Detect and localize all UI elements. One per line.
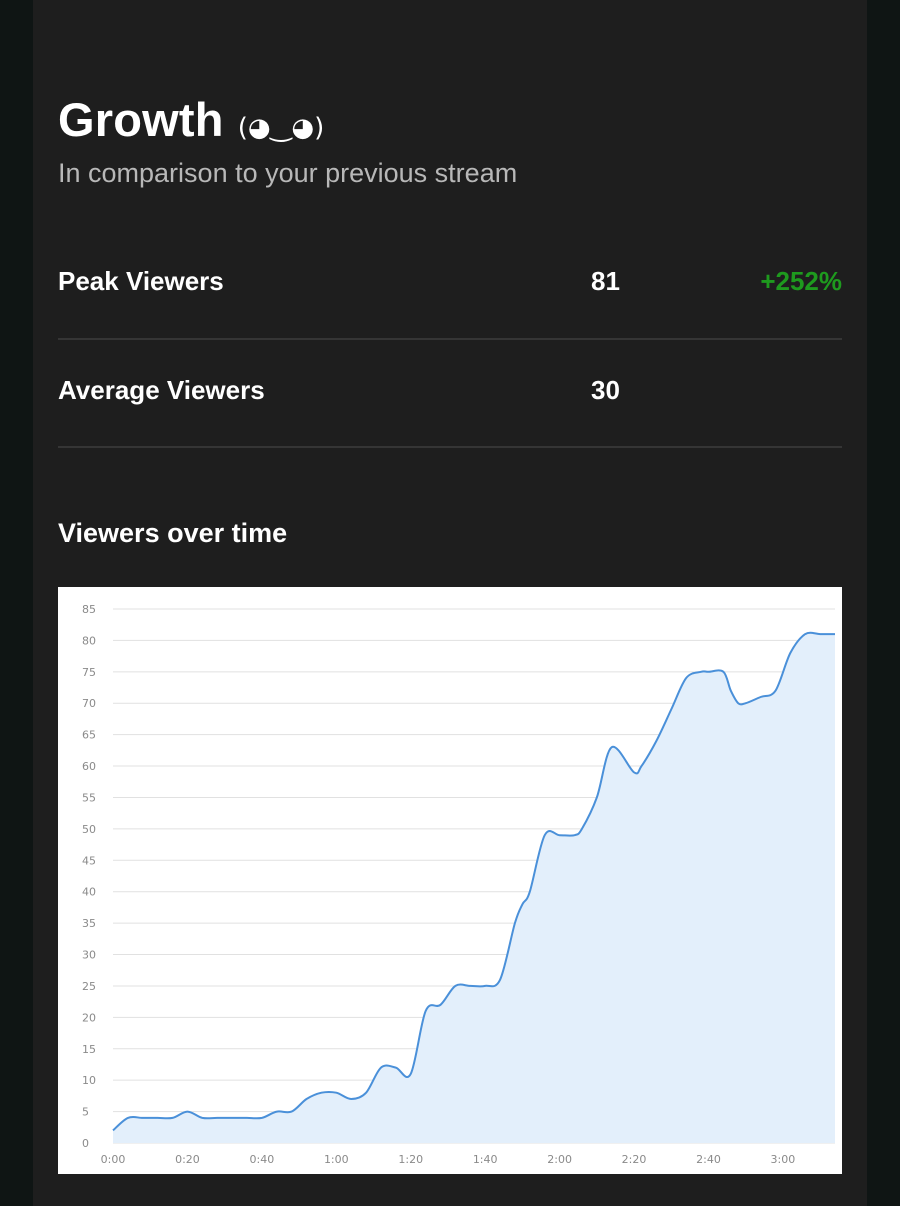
y-tick-label: 75 (82, 666, 96, 679)
x-tick-label: 2:00 (547, 1153, 572, 1166)
y-tick-label: 55 (82, 791, 96, 804)
page-title: Growth (58, 93, 224, 146)
stat-value: 81 (591, 266, 620, 296)
y-tick-label: 85 (82, 603, 96, 616)
x-tick-label: 1:20 (398, 1153, 423, 1166)
y-tick-label: 65 (82, 729, 96, 742)
stat-value: 30 (591, 375, 620, 405)
x-axis-ticks: 0:00 0:20 0:40 1:00 1:20 1:40 2:00 2:20 2:40 3:00 (101, 1153, 796, 1166)
y-tick-label: 45 (82, 854, 96, 867)
viewers-area (113, 632, 835, 1143)
viewers-chart: 0 5 10 15 20 25 30 35 40 45 50 55 60 65 70 75 80 85 0:00 0… (58, 587, 842, 1174)
page-subtitle: In comparison to your previous stream (58, 158, 518, 188)
x-tick-label: 0:40 (250, 1153, 275, 1166)
x-tick-label: 0:20 (175, 1153, 200, 1166)
x-tick-label: 1:00 (324, 1153, 349, 1166)
y-tick-label: 50 (82, 823, 96, 836)
x-tick-label: 2:40 (696, 1153, 721, 1166)
stat-change-badge: +252% (760, 266, 842, 296)
y-tick-label: 70 (82, 697, 96, 710)
y-tick-label: 25 (82, 980, 96, 993)
y-tick-label: 60 (82, 760, 96, 773)
y-tick-label: 80 (82, 634, 96, 647)
stat-label: Peak Viewers (58, 266, 224, 296)
y-tick-label: 40 (82, 886, 96, 899)
y-axis-ticks: 0 5 10 15 20 25 30 35 40 45 50 55 60 65 70 75 80 85 (82, 603, 96, 1150)
section-title: Viewers over time (58, 518, 288, 548)
kaomoji-emoticon: (◕‿◕) (237, 113, 325, 143)
viewers-line (112, 631, 835, 1132)
y-tick-label: 30 (82, 949, 96, 962)
title-row: Growth (◕‿◕) (58, 92, 324, 147)
growth-card: Growth (◕‿◕) In comparison to your previ… (33, 0, 867, 1206)
stat-row-average-viewers: Average Viewers 30 (58, 338, 842, 448)
x-tick-label: 2:20 (622, 1153, 647, 1166)
y-tick-label: 0 (82, 1137, 89, 1150)
x-tick-label: 0:00 (101, 1153, 126, 1166)
y-tick-label: 10 (82, 1074, 96, 1087)
y-tick-label: 5 (82, 1106, 89, 1119)
x-tick-label: 3:00 (771, 1153, 796, 1166)
x-tick-label: 1:40 (473, 1153, 498, 1166)
y-tick-label: 15 (82, 1043, 96, 1056)
stat-row-peak-viewers: Peak Viewers 81 +252% (58, 230, 842, 340)
y-tick-label: 20 (82, 1011, 96, 1024)
y-tick-label: 35 (82, 917, 96, 930)
stat-label: Average Viewers (58, 375, 265, 405)
